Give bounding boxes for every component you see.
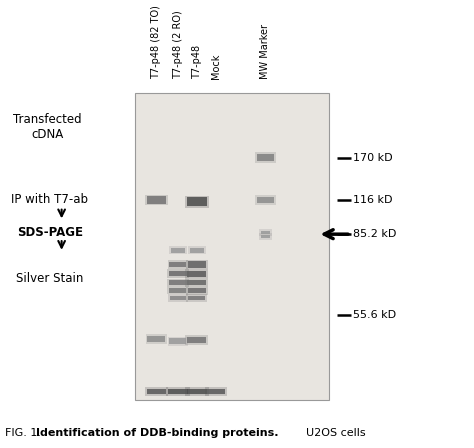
Bar [257,197,274,203]
Bar [135,93,329,400]
Bar [185,278,208,287]
Bar [187,389,207,394]
Text: T7-p48: T7-p48 [191,45,202,79]
Bar [205,388,227,396]
Bar [169,289,186,293]
Bar [147,389,166,394]
Text: SDS-PAGE: SDS-PAGE [17,226,83,239]
Bar [169,271,187,276]
Bar [166,387,190,396]
Bar [186,287,208,295]
Text: 170 kD: 170 kD [353,152,393,163]
Bar [186,294,207,302]
Bar [185,269,208,278]
Bar [168,336,188,345]
Bar [147,196,166,203]
Bar [169,338,186,344]
Text: 55.6 kD: 55.6 kD [353,310,396,320]
Bar [167,270,189,278]
Bar [187,336,206,343]
Bar [185,335,208,345]
Text: Mock: Mock [210,53,221,79]
Text: T7-p48 (82 TO): T7-p48 (82 TO) [151,5,162,79]
Bar [168,260,188,269]
Bar [168,389,188,394]
Bar [145,388,168,396]
Text: Identification of DDB-binding proteins.: Identification of DDB-binding proteins. [36,428,278,438]
Text: FIG. 1.: FIG. 1. [5,428,48,438]
Bar [259,229,272,236]
Bar [255,195,276,205]
Text: IP with T7-ab: IP with T7-ab [11,194,88,207]
Bar [188,261,206,267]
Bar [255,152,276,163]
Bar [185,387,209,396]
Bar [146,334,167,344]
Bar [188,296,205,300]
Bar [185,196,209,208]
Bar [188,246,206,254]
Bar [169,246,187,254]
Text: MW Marker: MW Marker [260,24,271,79]
Bar [171,248,185,253]
Bar [257,154,274,161]
Bar [186,259,208,269]
Bar [259,233,272,240]
Bar [190,248,204,253]
Bar [168,294,188,302]
Text: T7-p48 (2 RO): T7-p48 (2 RO) [173,10,183,79]
Bar [169,280,187,285]
Bar [145,194,168,205]
Text: Silver Stain: Silver Stain [16,272,83,285]
Bar [261,231,270,234]
Bar [188,288,206,293]
Bar [170,296,186,300]
Text: Transfected
cDNA: Transfected cDNA [13,113,82,141]
Bar [169,262,186,267]
Bar [261,235,270,238]
Bar [147,336,165,342]
Bar [167,287,188,294]
Bar [207,389,225,394]
Bar [187,280,206,285]
Text: U2OS cells: U2OS cells [299,428,365,438]
Text: 85.2 kD: 85.2 kD [353,229,397,239]
Bar [187,271,206,277]
Text: 116 kD: 116 kD [353,195,392,205]
Bar [167,279,189,287]
Bar [187,198,207,207]
